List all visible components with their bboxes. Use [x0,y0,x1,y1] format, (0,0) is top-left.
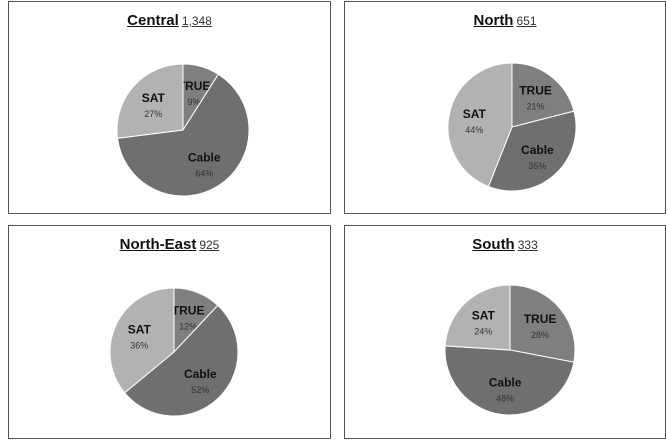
pie-title-name: South [472,236,515,253]
pie-slice-cable [123,304,239,417]
pie-slice-percent: 44% [465,125,483,135]
pie-title: South 333 [345,236,665,254]
pie-title-name: Central [127,12,179,29]
pie-slice-percent: 36% [130,341,148,351]
pie-slice-percent: 9% [188,97,201,107]
pie-slice-true [511,62,575,128]
pie-chart-north: TRUE 21% Cable 35% SAT 44% [447,62,577,192]
pie-slice-percent: 52% [191,385,209,395]
pie-panel-central: Central 1,348 TRUE 9% Cable 64% SAT 27% [8,1,331,214]
pie-title: North-East 925 [9,236,330,254]
pie-slice-true [509,284,576,363]
pie-slice-label: Cable [188,150,221,164]
pie-slice-percent: 35% [528,161,546,171]
pie-slice-sat [447,62,513,188]
pie-slice-sat [109,287,175,394]
pie-title-total: 333 [517,238,538,252]
pie-panel-north: North 651 TRUE 21% Cable 35% SAT 44% [344,1,666,214]
pie-slice-label: TRUE [172,303,205,317]
pie-slice-label: Cable [184,367,217,381]
pie-slice-label: SAT [128,323,152,337]
pie-slice-percent: 27% [144,109,162,119]
pie-slice-label: Cable [489,376,522,390]
pie-slice-label: SAT [463,107,487,121]
pie-slice-label: Cable [521,143,554,157]
pie-title-name: North [473,12,514,29]
pie-slice-label: SAT [142,91,166,105]
pie-slice-label: TRUE [178,79,211,93]
pie-slice-percent: 48% [496,394,514,404]
pie-slice-percent: 28% [531,330,549,340]
pie-chart-north-east: TRUE 12% Cable 52% SAT 36% [109,287,239,417]
pie-chart-south: TRUE 28% Cable 48% SAT 24% [444,284,576,416]
pie-slice-label: TRUE [524,312,557,326]
pie-title: Central 1,348 [9,12,330,30]
pie-title-name: North-East [119,236,197,253]
pie-slice-percent: 21% [527,102,545,112]
pie-panel-south: South 333 TRUE 28% Cable 48% SAT 24% [344,225,666,439]
pie-title: North 651 [345,12,665,30]
pie-panel-north-east: North-East 925 TRUE 12% Cable 52% SAT 36% [8,225,331,439]
pie-slice-cable [444,345,575,416]
pie-slice-sat [116,63,184,139]
pie-title-total: 1,348 [181,14,212,28]
pie-slice-percent: 12% [179,321,197,331]
pie-slice-sat [444,284,511,351]
pie-slice-label: SAT [472,309,496,323]
pie-slice-label: TRUE [519,84,552,98]
pie-slice-cable [116,73,250,197]
pie-slice-cable [487,110,577,192]
pie-chart-central: TRUE 9% Cable 64% SAT 27% [116,63,250,197]
pie-title-total: 651 [516,14,537,28]
pie-slice-percent: 24% [474,327,492,337]
pie-slice-percent: 64% [195,168,213,178]
pie-title-total: 925 [199,238,220,252]
